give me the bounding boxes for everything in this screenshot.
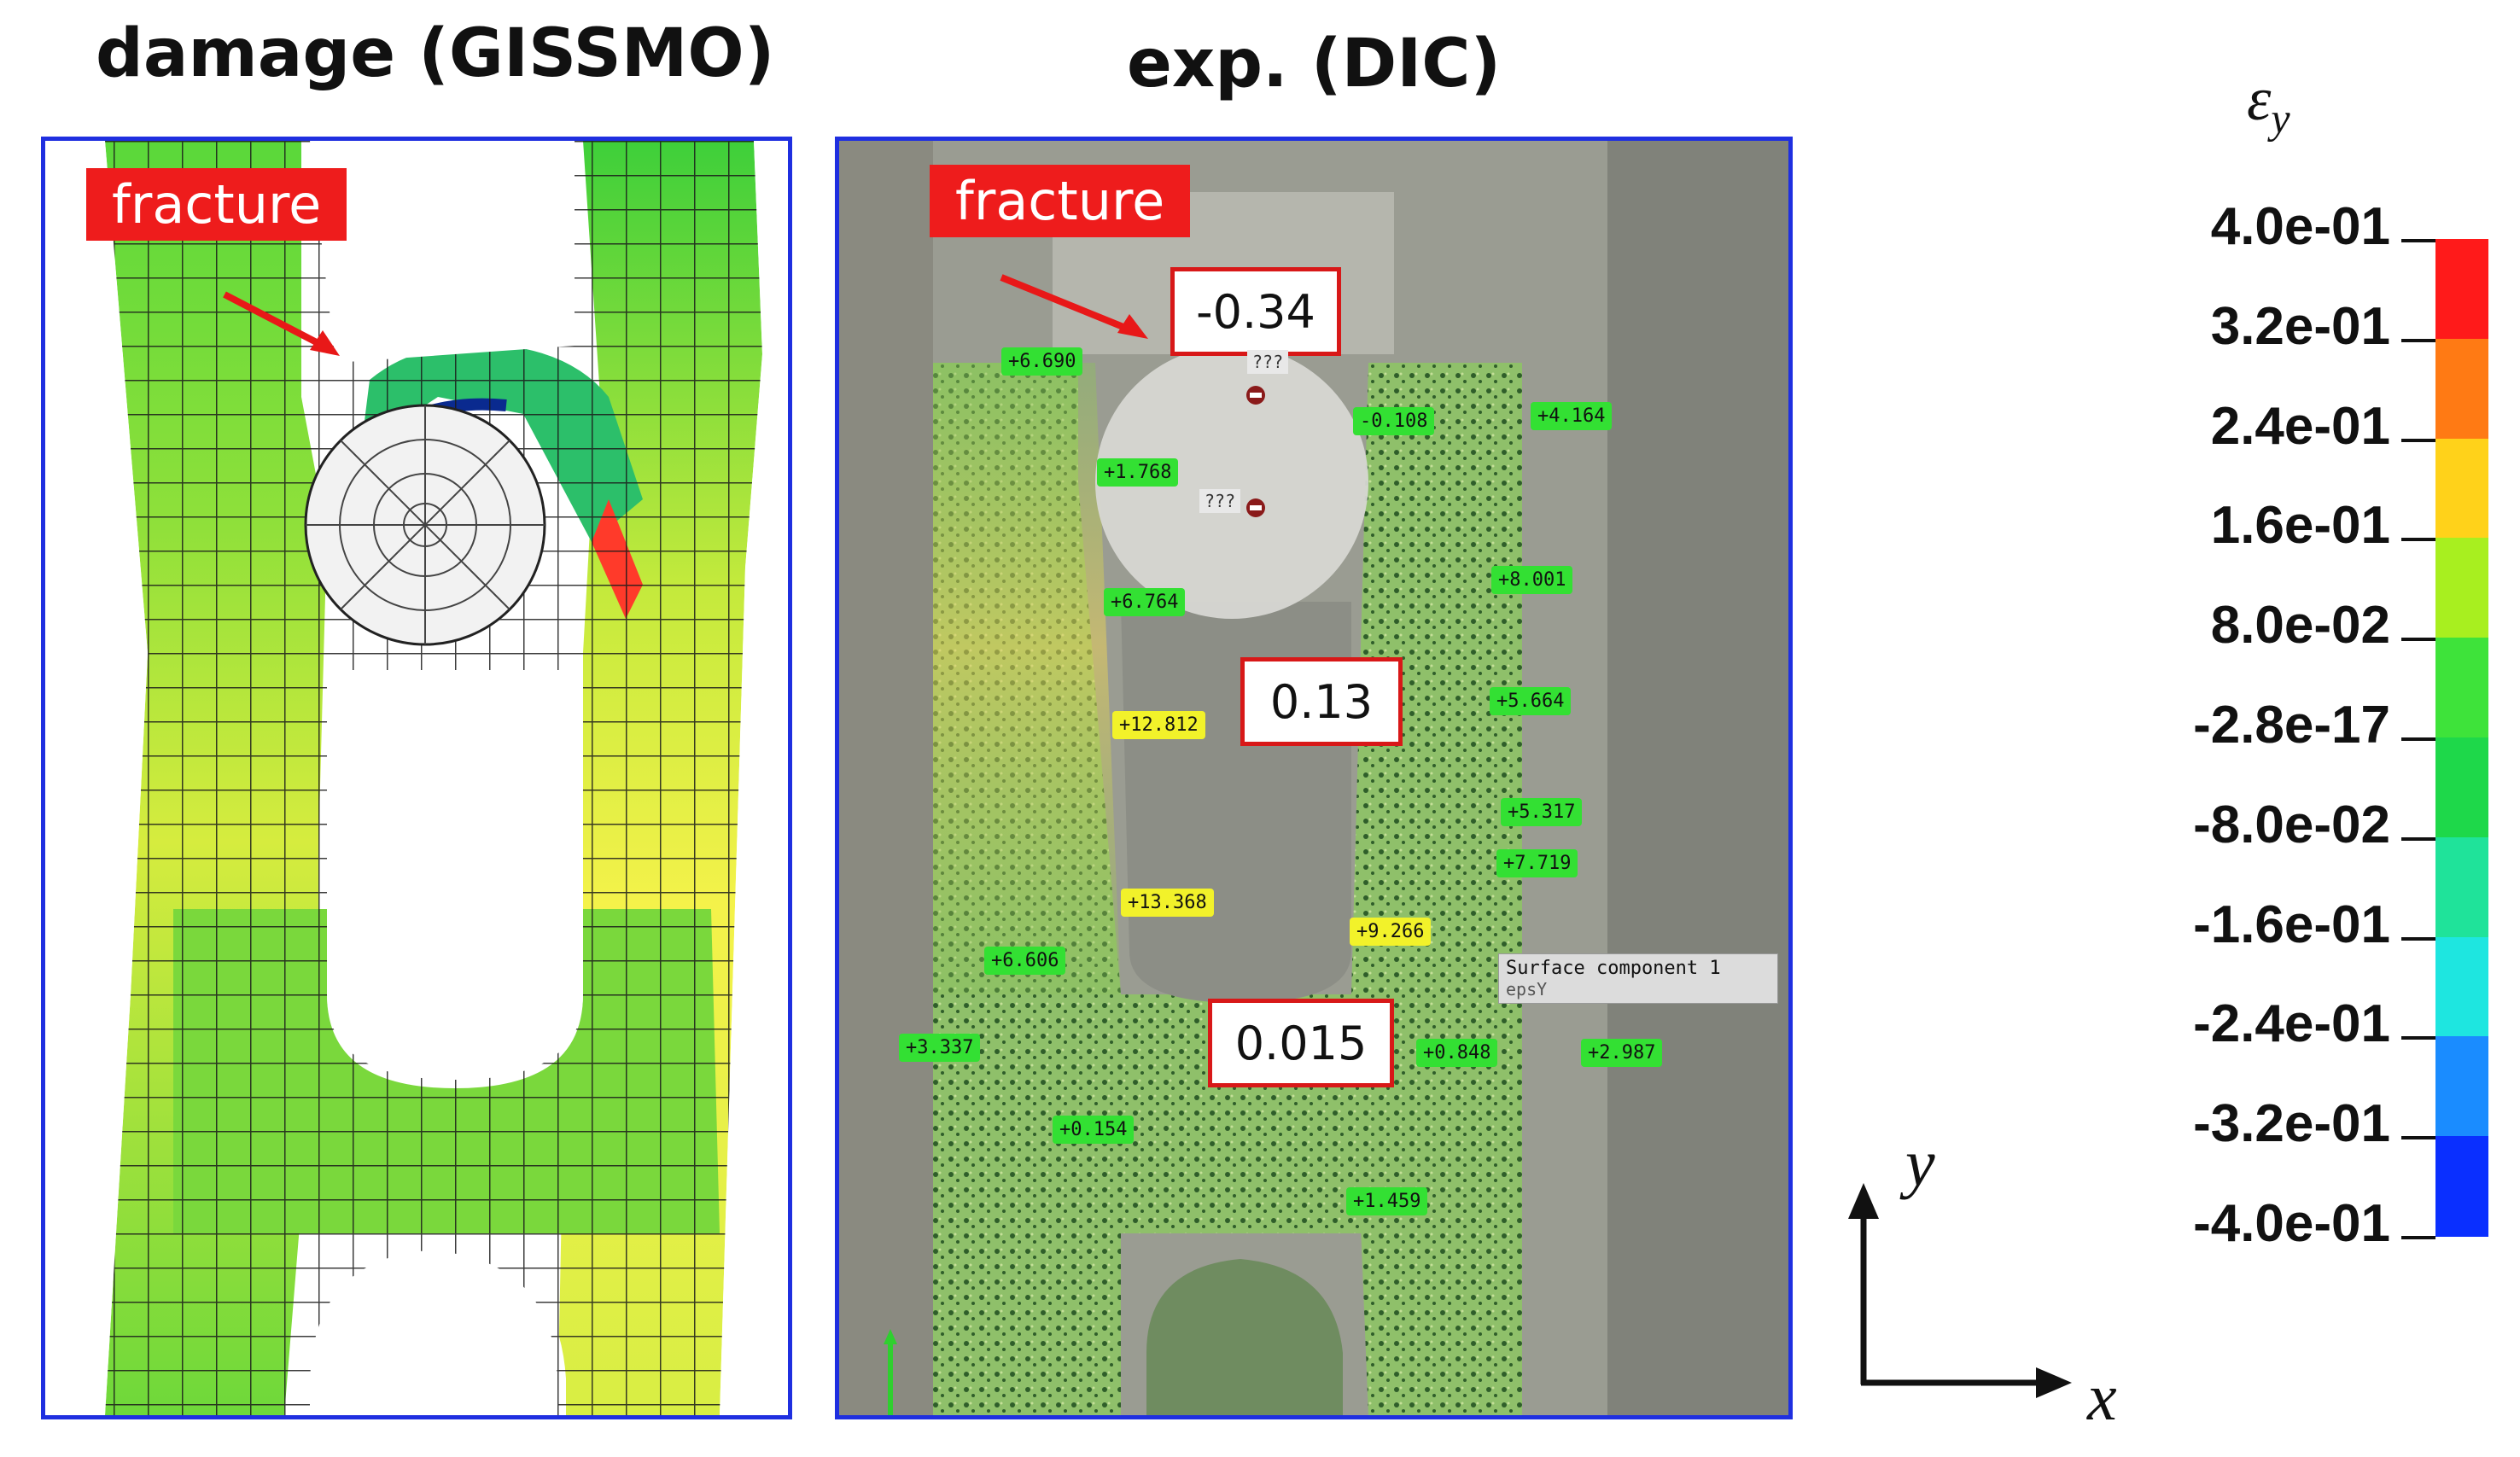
colorbar-tick-label: -3.2e-01 [2193,1094,2390,1154]
mesh-drawing [45,141,788,1415]
dic-point-label: +4.164 [1531,402,1613,430]
dic-point-label: +5.317 [1501,798,1583,826]
colorbar-tick-mark [2401,836,2435,841]
colorbar-segment [2435,538,2488,639]
colorbar-tick-label: 8.0e-02 [2210,596,2390,656]
colorbar-tick-label: 1.6e-01 [2210,496,2390,556]
dic-point-label: +8.001 [1491,566,1573,594]
fracture-arrow [223,291,333,353]
dic-point-label: +0.848 [1416,1039,1498,1067]
dic-image [839,141,1788,1415]
unknown-mark: ??? [1247,350,1289,374]
surface-component-label: Surface component 1 epsY [1498,953,1778,1004]
colorbar-segment [2435,438,2488,539]
left-panel-title: damage (GISSMO) [96,15,775,92]
dic-panel: fracture -0.34 0.13 0.015 ??? ??? Surfac… [835,137,1793,1419]
dic-point-label: +7.719 [1496,849,1578,877]
dic-point-label: +2.987 [1581,1039,1663,1067]
dic-point-label: +1.768 [1097,458,1179,487]
fracture-arrow-right [1000,274,1140,336]
unknown-mark: ??? [1199,489,1241,513]
legend-title: εy [2247,65,2290,143]
fracture-label-right: fracture [930,165,1191,237]
axis-indicator [1848,1183,2072,1398]
fracture-label-left: fracture [86,168,347,241]
dic-point-label: +6.690 [1001,347,1083,376]
colorbar-tick-label: -2.8e-17 [2193,696,2390,755]
dic-point-label: +3.337 [899,1034,981,1062]
dic-point-label: +9.266 [1350,918,1432,946]
colorbar-segment [2435,1036,2488,1138]
y-axis-label: y [1905,1126,1935,1200]
colorbar-segment [2435,338,2488,440]
strain-value-bottom: 0.015 [1208,999,1394,1087]
dic-point-label: +6.606 [984,947,1066,975]
colorbar [2435,239,2488,1237]
dic-point-label: +0.154 [1053,1116,1135,1144]
colorbar-tick-mark [2401,338,2435,342]
colorbar-tick-mark [2401,737,2435,741]
colorbar-tick-label: -1.6e-01 [2193,895,2390,954]
colorbar-tick-label: 2.4e-01 [2210,396,2390,456]
colorbar-tick-label: 3.2e-01 [2210,296,2390,356]
colorbar-segment [2435,239,2488,340]
colorbar-segment [2435,836,2488,938]
colorbar-tick-mark [2401,1036,2435,1040]
dic-point-label: +1.459 [1346,1187,1428,1215]
colorbar-tick-mark [2401,1236,2435,1239]
strain-value-middle: 0.13 [1240,657,1403,746]
colorbar-segment [2435,936,2488,1038]
colorbar-tick-mark [2401,538,2435,542]
colorbar-tick-mark [2401,936,2435,941]
colorbar-tick-label: -2.4e-01 [2193,994,2390,1054]
colorbar-tick-label: -8.0e-02 [2193,795,2390,854]
colorbar-segment [2435,638,2488,738]
colorbar-tick-mark [2401,638,2435,642]
pin-photo [1095,346,1368,619]
y-axis-arrow [1848,1183,1879,1219]
x-axis-arrow [2036,1367,2072,1398]
colorbar-tick-label: -4.0e-01 [2193,1194,2390,1253]
colorbar-tick-label: 4.0e-01 [2210,197,2390,256]
x-axis-label: x [2087,1360,2117,1434]
right-panel-title: exp. (DIC) [1127,26,1502,102]
colorbar-segment [2435,737,2488,838]
colorbar-tick-mark [2401,1136,2435,1140]
dic-point-label: +5.664 [1490,687,1572,715]
colorbar-tick-mark [2401,239,2435,242]
dic-point-label: -0.108 [1353,407,1435,435]
simulation-panel: fracture [41,137,792,1419]
dic-point-label: +13.368 [1121,889,1214,917]
colorbar-tick-mark [2401,438,2435,442]
dic-point-label: +6.764 [1104,588,1186,616]
strain-value-top: -0.34 [1170,267,1341,356]
colorbar-segment [2435,1136,2488,1237]
dic-point-label: +12.812 [1112,711,1205,739]
